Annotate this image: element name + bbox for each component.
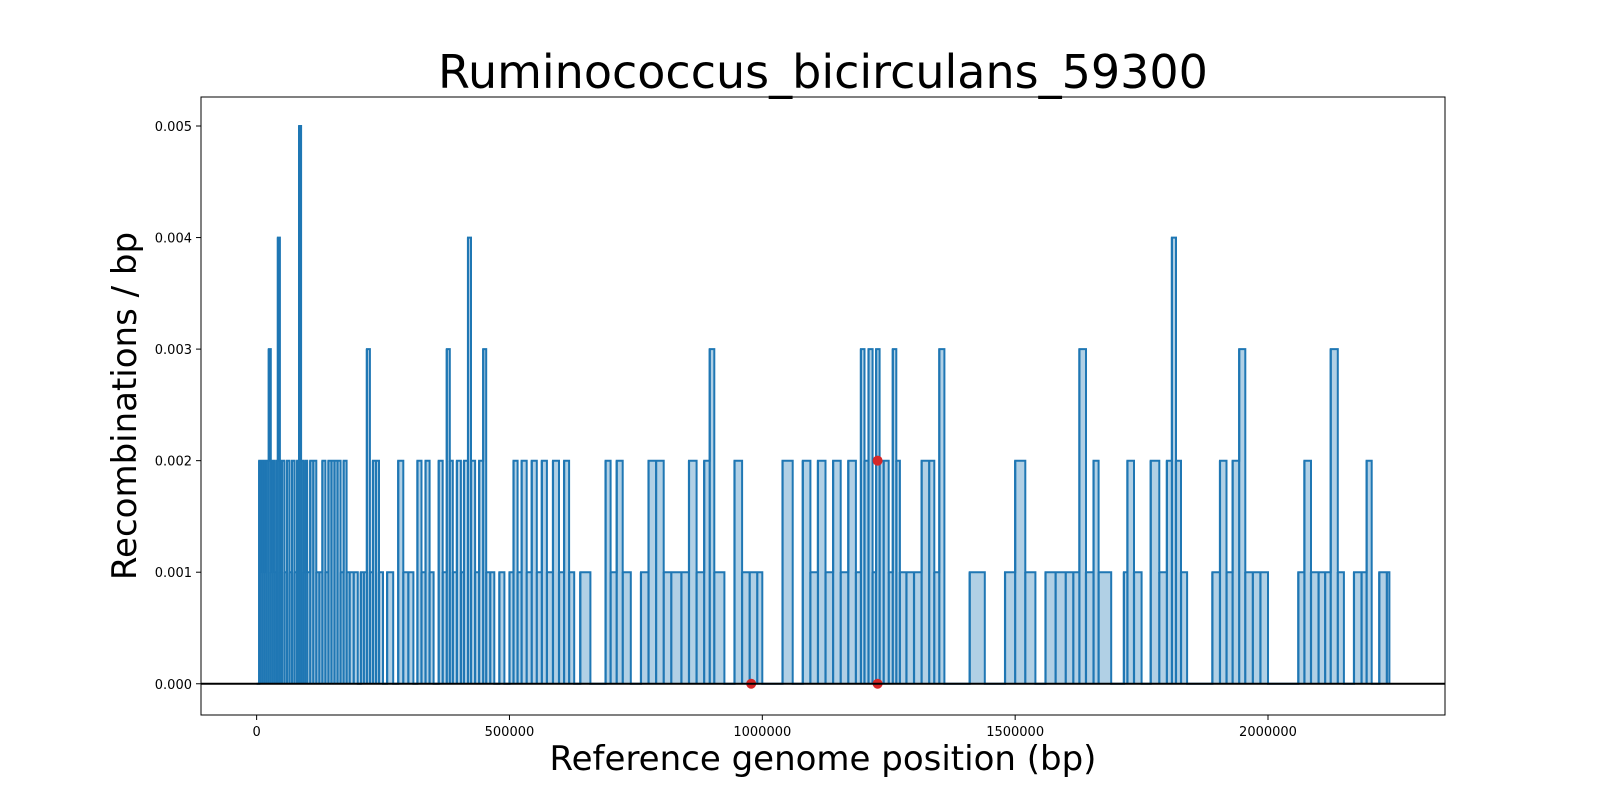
y-tick-label: 0.003 (155, 343, 192, 358)
x-tick-label: 500000 (485, 725, 535, 740)
y-tick-label: 0.004 (155, 232, 192, 247)
y-tick-label: 0.000 (155, 678, 192, 693)
x-axis: 0 500000 1000000 1500000 2000000 (252, 715, 1297, 740)
y-tick-label: 0.002 (155, 455, 192, 470)
series-layer (256, 125, 1391, 685)
y-tick-label: 0.005 (155, 120, 192, 135)
plot-frame (200, 96, 1446, 716)
x-tick-label: 2000000 (1239, 725, 1297, 740)
x-tick-label: 1000000 (733, 725, 791, 740)
y-axis: 0.000 0.001 0.002 0.003 0.004 0.005 (155, 120, 201, 693)
x-axis-label: Reference genome position (bp) (550, 739, 1097, 779)
y-axis-label: Recombinations / bp (105, 232, 145, 580)
y-tick-label: 0.001 (155, 566, 192, 581)
highlight-point (872, 455, 883, 466)
x-tick-label: 0 (252, 725, 260, 740)
chart-title: Ruminococcus_bicirculans_59300 (438, 45, 1208, 99)
x-tick-label: 1500000 (986, 725, 1044, 740)
highlight-layer (746, 455, 883, 689)
